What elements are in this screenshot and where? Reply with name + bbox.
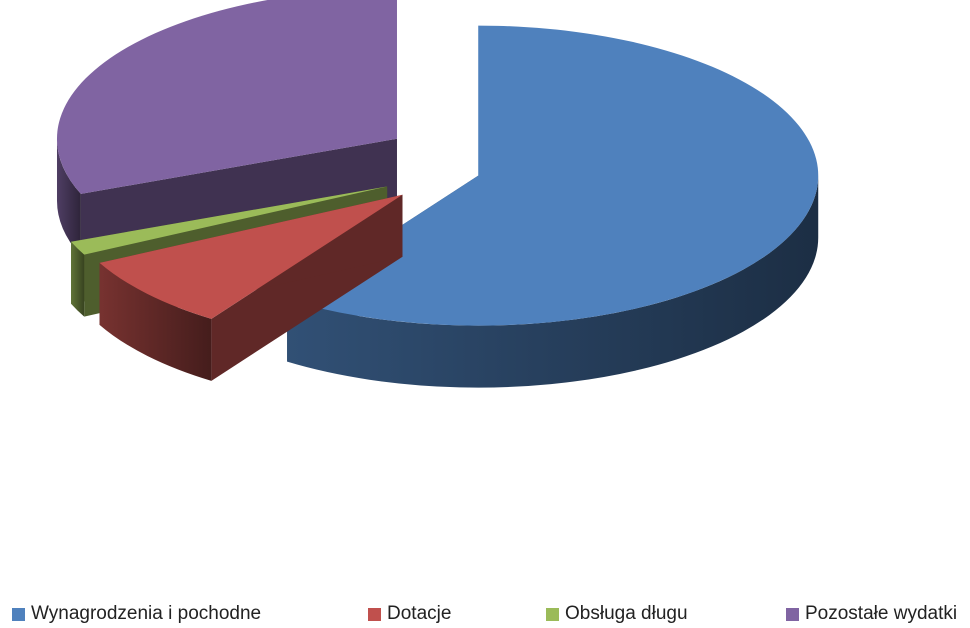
legend-swatch <box>786 607 799 621</box>
legend-label: Pozostałe wydatki <box>805 603 958 624</box>
legend-swatch <box>546 607 559 621</box>
slice-side <box>71 241 85 317</box>
slice-side <box>99 262 212 381</box>
slice-side <box>56 138 81 256</box>
slice-top <box>99 194 403 319</box>
legend-label: Dotacje <box>387 603 452 624</box>
legend-label: Wynagrodzenia i pochodne <box>31 603 262 624</box>
legend-label: Obsługa długu <box>565 603 688 624</box>
legend-item-wynagrodzenia: Wynagrodzenia i pochodne <box>12 601 261 627</box>
slice-top <box>287 25 819 326</box>
legend-item-dotacje: Dotacje <box>368 601 451 627</box>
legend-swatch <box>368 607 381 621</box>
legend-swatch <box>12 607 25 621</box>
pie-slice-dotacje <box>99 194 403 381</box>
pie-chart <box>56 0 819 388</box>
slice-side <box>287 175 819 388</box>
legend-item-obsluga-dlugu: Obsługa długu <box>546 601 688 627</box>
slice-top <box>71 186 388 255</box>
legend: Wynagrodzenia i pochodne Dotacje Obsługa… <box>0 601 970 627</box>
slice-top <box>57 0 397 194</box>
legend-item-pozostale-wydatki: Pozostałe wydatki <box>786 601 957 627</box>
